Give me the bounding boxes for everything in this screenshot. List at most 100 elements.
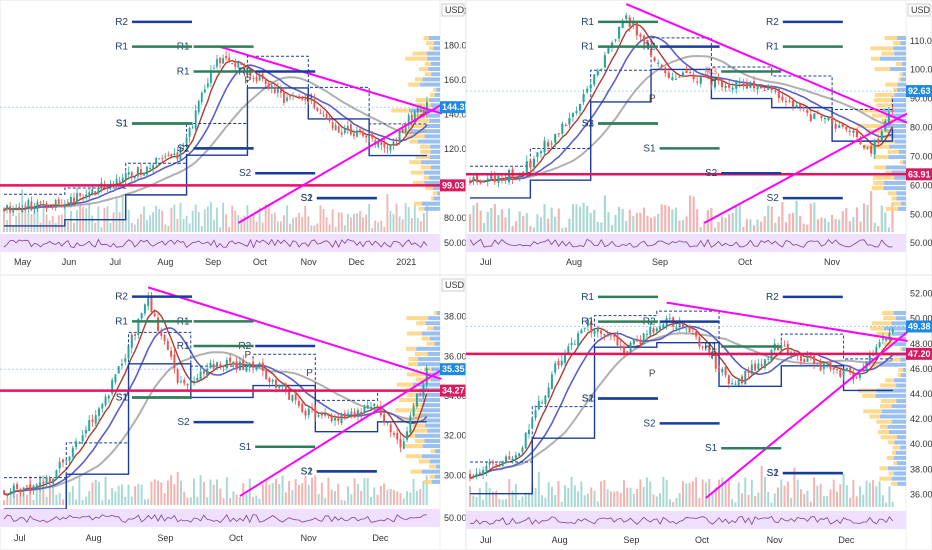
panel-background xyxy=(0,274,467,550)
trendline-lower xyxy=(237,103,443,224)
volume-profile-bar xyxy=(414,77,423,82)
candle-body xyxy=(216,362,218,368)
candle-body xyxy=(885,338,888,341)
pivot-label: R1 xyxy=(581,317,594,328)
volume-profile-bar xyxy=(430,196,434,201)
volume-profile-bar xyxy=(883,316,896,321)
pivot-label: R1 xyxy=(581,17,594,28)
volume-profile-bar xyxy=(873,155,889,160)
volume-bar xyxy=(816,485,819,507)
candle-body xyxy=(596,328,599,333)
volume-profile-bar xyxy=(886,455,894,460)
volume-profile-bar xyxy=(890,481,898,486)
volume-bar xyxy=(343,225,346,232)
volume-bar xyxy=(536,214,539,232)
candle-body xyxy=(21,208,24,213)
candle-body xyxy=(304,98,307,100)
volume-profile-bar xyxy=(891,170,906,175)
candle-body xyxy=(714,354,717,369)
volume-profile-bar xyxy=(420,165,432,170)
volume-profile-bar xyxy=(897,373,901,378)
candle-body xyxy=(166,341,169,350)
candle-body xyxy=(386,147,389,149)
volume-bar xyxy=(231,205,234,232)
volume-bar xyxy=(819,483,822,507)
volume-profile-bar xyxy=(873,175,895,180)
volume-bar xyxy=(419,221,422,232)
volume-bar xyxy=(337,212,340,232)
volume-bar xyxy=(826,495,829,507)
volume-bar xyxy=(547,218,550,232)
volume-bar xyxy=(301,216,304,232)
candle-body xyxy=(827,117,830,121)
volume-bar xyxy=(493,204,496,232)
volume-profile-bar xyxy=(431,479,440,484)
volume-bar xyxy=(94,479,97,505)
volume-profile-bar xyxy=(888,155,906,160)
candle-body xyxy=(176,152,179,160)
candle-body xyxy=(252,361,255,369)
volume-bar xyxy=(478,487,481,507)
candle-body xyxy=(695,331,698,337)
candle-body xyxy=(71,447,74,457)
volume-bar xyxy=(646,215,649,232)
candle-body xyxy=(289,96,291,98)
candle-body xyxy=(68,456,71,461)
volume-profile-bar xyxy=(885,165,906,170)
volume-bar xyxy=(25,494,28,505)
candle-body xyxy=(45,203,48,209)
candle-body xyxy=(379,406,382,416)
candle-body xyxy=(498,465,501,467)
pivot-channel-upper xyxy=(470,37,893,167)
candle-body xyxy=(70,197,72,206)
volume-bar xyxy=(575,204,578,232)
volume-bar xyxy=(264,204,267,232)
candle-body xyxy=(511,458,514,461)
candle-body xyxy=(143,304,146,314)
volume-bar xyxy=(852,479,855,507)
candle-body xyxy=(689,72,692,74)
x-tick-label: Aug xyxy=(157,257,173,267)
pivot-label: R1 xyxy=(115,316,128,327)
candle-body xyxy=(97,187,100,194)
volume-bar xyxy=(554,495,557,507)
candle-body xyxy=(120,363,123,366)
volume-profile-bar xyxy=(882,108,906,113)
volume-bar xyxy=(289,223,291,232)
candle-body xyxy=(550,143,553,145)
candle-body xyxy=(212,363,215,369)
candle-body xyxy=(366,405,369,409)
volume-bar xyxy=(111,488,114,505)
candle-body xyxy=(593,330,596,335)
volume-bar xyxy=(784,222,788,232)
volume-bar xyxy=(752,225,756,232)
candle-body xyxy=(486,178,489,182)
volume-profile-bar xyxy=(427,351,440,356)
volume-bar xyxy=(486,211,489,232)
candle-body xyxy=(791,100,795,107)
volume-bar xyxy=(511,225,514,232)
volume-bar xyxy=(580,481,583,507)
volume-bar xyxy=(52,477,55,505)
volume-profile-bar xyxy=(893,46,906,51)
candle-body xyxy=(292,95,294,97)
candle-body xyxy=(246,67,249,71)
volume-profile-bar xyxy=(406,134,425,139)
candle-body xyxy=(127,345,130,359)
volume-bar xyxy=(107,499,110,505)
volume-profile-bar xyxy=(873,98,892,103)
volume-profile-bar xyxy=(894,440,906,445)
candle-body xyxy=(179,381,182,383)
x-tick-label: Jul xyxy=(110,257,122,267)
currency-label: USD xyxy=(445,5,465,15)
candle-body xyxy=(813,113,816,119)
volume-profile-bar xyxy=(409,428,428,433)
volume-bar xyxy=(32,499,35,505)
candle-body xyxy=(767,87,770,90)
volume-profile-bar xyxy=(872,113,886,118)
volume-profile-bar xyxy=(890,67,906,72)
volume-bar xyxy=(71,485,74,505)
candle-body xyxy=(603,55,606,68)
y-tick-label: 80.00 xyxy=(444,213,467,223)
